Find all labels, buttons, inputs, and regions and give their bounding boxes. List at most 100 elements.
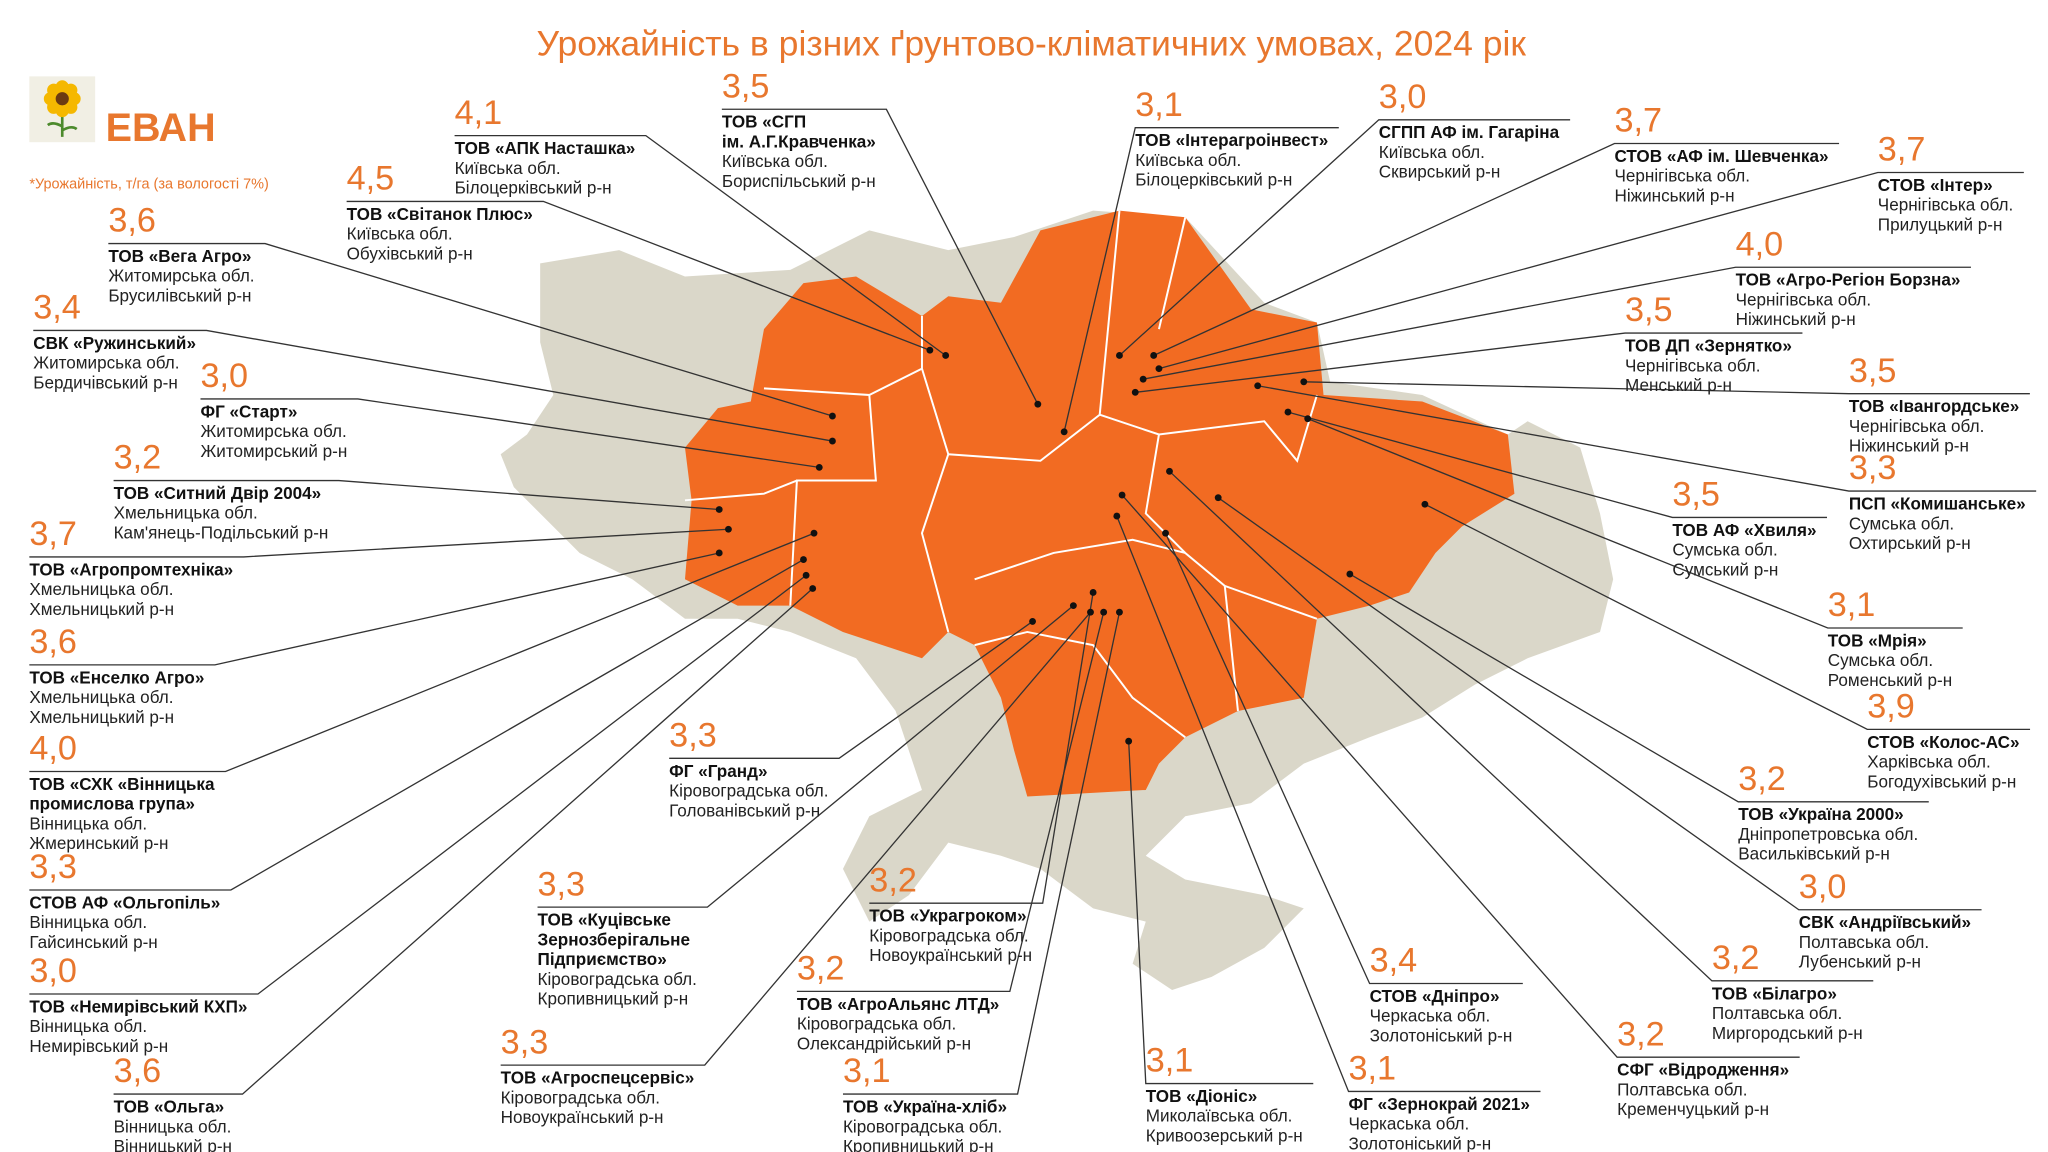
region: Хмельницька обл. [29, 580, 173, 599]
yield-value: 3,2 [1712, 939, 1760, 977]
yield-value: 3,7 [1878, 131, 1926, 169]
district: Менський р-н [1625, 376, 1732, 395]
company-name: ТОВ «Куцівське [538, 911, 671, 930]
logo-text: ЕВАН [106, 106, 216, 150]
yield-value: 4,0 [29, 730, 77, 768]
entry-label: 3,5 ТОВ ДП «Зернятко»Чернігівська обл.Мен… [1625, 291, 1792, 395]
district: Житомирський р-н [200, 442, 347, 461]
company-name: ТОВ «Украгроком» [869, 907, 1026, 926]
company-name: ТОВ «Україна-хліб» [843, 1098, 1007, 1117]
region: Кіровоградська обл. [669, 782, 828, 801]
location-dot [1029, 617, 1036, 625]
entry-label: 3,2 ТОВ «Ситний Двір 2004»Хмельницька обл… [114, 439, 329, 543]
entry-label: 3,3 ТОВ «Агроспецсервіс»Кіровоградська об… [501, 1023, 695, 1127]
entry-label: 3,7 ТОВ «Агропромтехніка»Хмельницька обл.… [29, 515, 233, 619]
footnote: *Урожайність, т/га (за вологості 7%) [29, 176, 268, 192]
location-dot [1069, 602, 1077, 610]
district: Лубенський р-н [1799, 953, 1921, 972]
district: Сквирський р-н [1379, 163, 1501, 182]
leader-line [113, 479, 720, 511]
yield-value: 3,1 [1146, 1042, 1194, 1080]
map [500, 210, 1614, 991]
entry-label: 3,1 ТОВ «Мрія»Сумська обл.Роменський р-н [1828, 586, 1952, 690]
yield-value: 3,1 [1349, 1050, 1397, 1088]
leader-line [500, 611, 1091, 1066]
region: Київська обл. [722, 152, 828, 171]
region: Житомирська обл. [108, 267, 254, 286]
leader-line [113, 588, 814, 1095]
district: Кривоозерський р-н [1146, 1126, 1303, 1145]
entry-label: 3,1 ФГ «Зернокрай 2021»Черкаська обл.Золо… [1349, 1050, 1530, 1152]
region-border [1223, 585, 1239, 712]
company-name: ТОВ «СГП [722, 113, 806, 132]
location-dot [1125, 737, 1133, 745]
company-name: СТОВ «АФ ім. Шевченка» [1614, 147, 1828, 166]
location-dot [1116, 608, 1123, 616]
region: Сумська обл. [1849, 514, 1954, 533]
leader-lines [29, 108, 2037, 1095]
company-name: СТОВ «Інтер» [1878, 176, 1993, 195]
entry-label: 3,1 ТОВ «Діоніс»Миколаївська обл.Кривоозе… [1146, 1042, 1303, 1146]
leader-line [346, 200, 931, 351]
logo: ЕВАН [29, 76, 216, 150]
logo-center [55, 92, 69, 106]
company-name: ПСП «Комишанське» [1849, 495, 2026, 514]
entry-label: 3,2 ТОВ «Україна 2000»Дніпропетровська об… [1738, 760, 1918, 864]
yield-value: 3,9 [1867, 688, 1915, 726]
leader-line [1153, 142, 1840, 357]
entry-label: 3,0 ТОВ «Немирівський КХП»Вінницька обл.Н… [29, 952, 247, 1056]
district: Брусилівський р-н [108, 286, 251, 305]
entry-label: 3,6 ТОВ «Ольга»Вінницька обл.Вінницький р… [114, 1052, 232, 1152]
location-dot [1060, 428, 1068, 436]
entry-label: 3,3 ФГ «Гранд»Кіровоградська обл.Головані… [669, 716, 828, 820]
region: Київська обл. [455, 159, 561, 178]
location-dot [1150, 352, 1158, 359]
company-name: ТОВ АФ «Хвиля» [1672, 521, 1816, 540]
company-name: ТОВ «Івангордське» [1849, 397, 2020, 416]
region-border [1099, 394, 1318, 463]
location-dot [1214, 494, 1222, 502]
yield-value: 3,5 [1625, 291, 1673, 329]
entry-label: 4,1 ТОВ «АПК Насташка»Київська обл.Білоце… [455, 94, 636, 198]
company-name: ТОВ «Вега Агро» [108, 247, 251, 266]
leader-line [1119, 119, 1571, 356]
district: Вінницький р-н [114, 1137, 232, 1152]
leader-line [796, 612, 1105, 993]
location-dot [1300, 378, 1308, 386]
location-dot [1346, 570, 1354, 578]
yield-value: 3,5 [1849, 352, 1897, 390]
district: Новоукраїнський р-н [869, 946, 1032, 965]
location-dot [1254, 382, 1262, 390]
region: Київська обл. [1135, 151, 1241, 170]
company-name: ФГ «Зернокрай 2021» [1349, 1095, 1530, 1114]
region: Миколаївська обл. [1146, 1107, 1293, 1126]
entry-label: 3,5 ТОВ «Івангордське»Чернігівська обл.Ні… [1849, 352, 2020, 456]
company-name: ТОВ «Україна 2000» [1738, 805, 1903, 824]
location-dot [829, 437, 836, 445]
region-border [948, 210, 1121, 462]
district: Новоукраїнський р-н [501, 1108, 664, 1127]
company-name: ТОВ «Мрія» [1828, 631, 1927, 650]
leader-line [1121, 494, 1800, 1058]
district: Кам'янець-Подільський р-н [114, 523, 329, 542]
region: Полтавська обл. [1712, 1004, 1842, 1023]
leader-line [1135, 332, 1803, 393]
region: Житомирська обл. [200, 422, 346, 441]
region: Київська обл. [347, 225, 453, 244]
yield-value: 3,1 [1135, 86, 1183, 124]
district: Бердичівський р-н [33, 373, 178, 392]
district: Хмельницький р-н [29, 708, 174, 727]
location-dot [1118, 491, 1126, 499]
yield-value: 4,1 [455, 94, 503, 132]
leader-line [1063, 127, 1339, 432]
company-name: Підприємство» [538, 950, 667, 969]
location-dot [1087, 608, 1094, 616]
location-dot [1139, 375, 1147, 383]
district: Кременчуцький р-н [1617, 1100, 1769, 1119]
yield-value: 3,5 [722, 67, 770, 105]
yield-value: 3,5 [1672, 476, 1720, 514]
district: Прилуцький р-н [1878, 215, 2003, 234]
